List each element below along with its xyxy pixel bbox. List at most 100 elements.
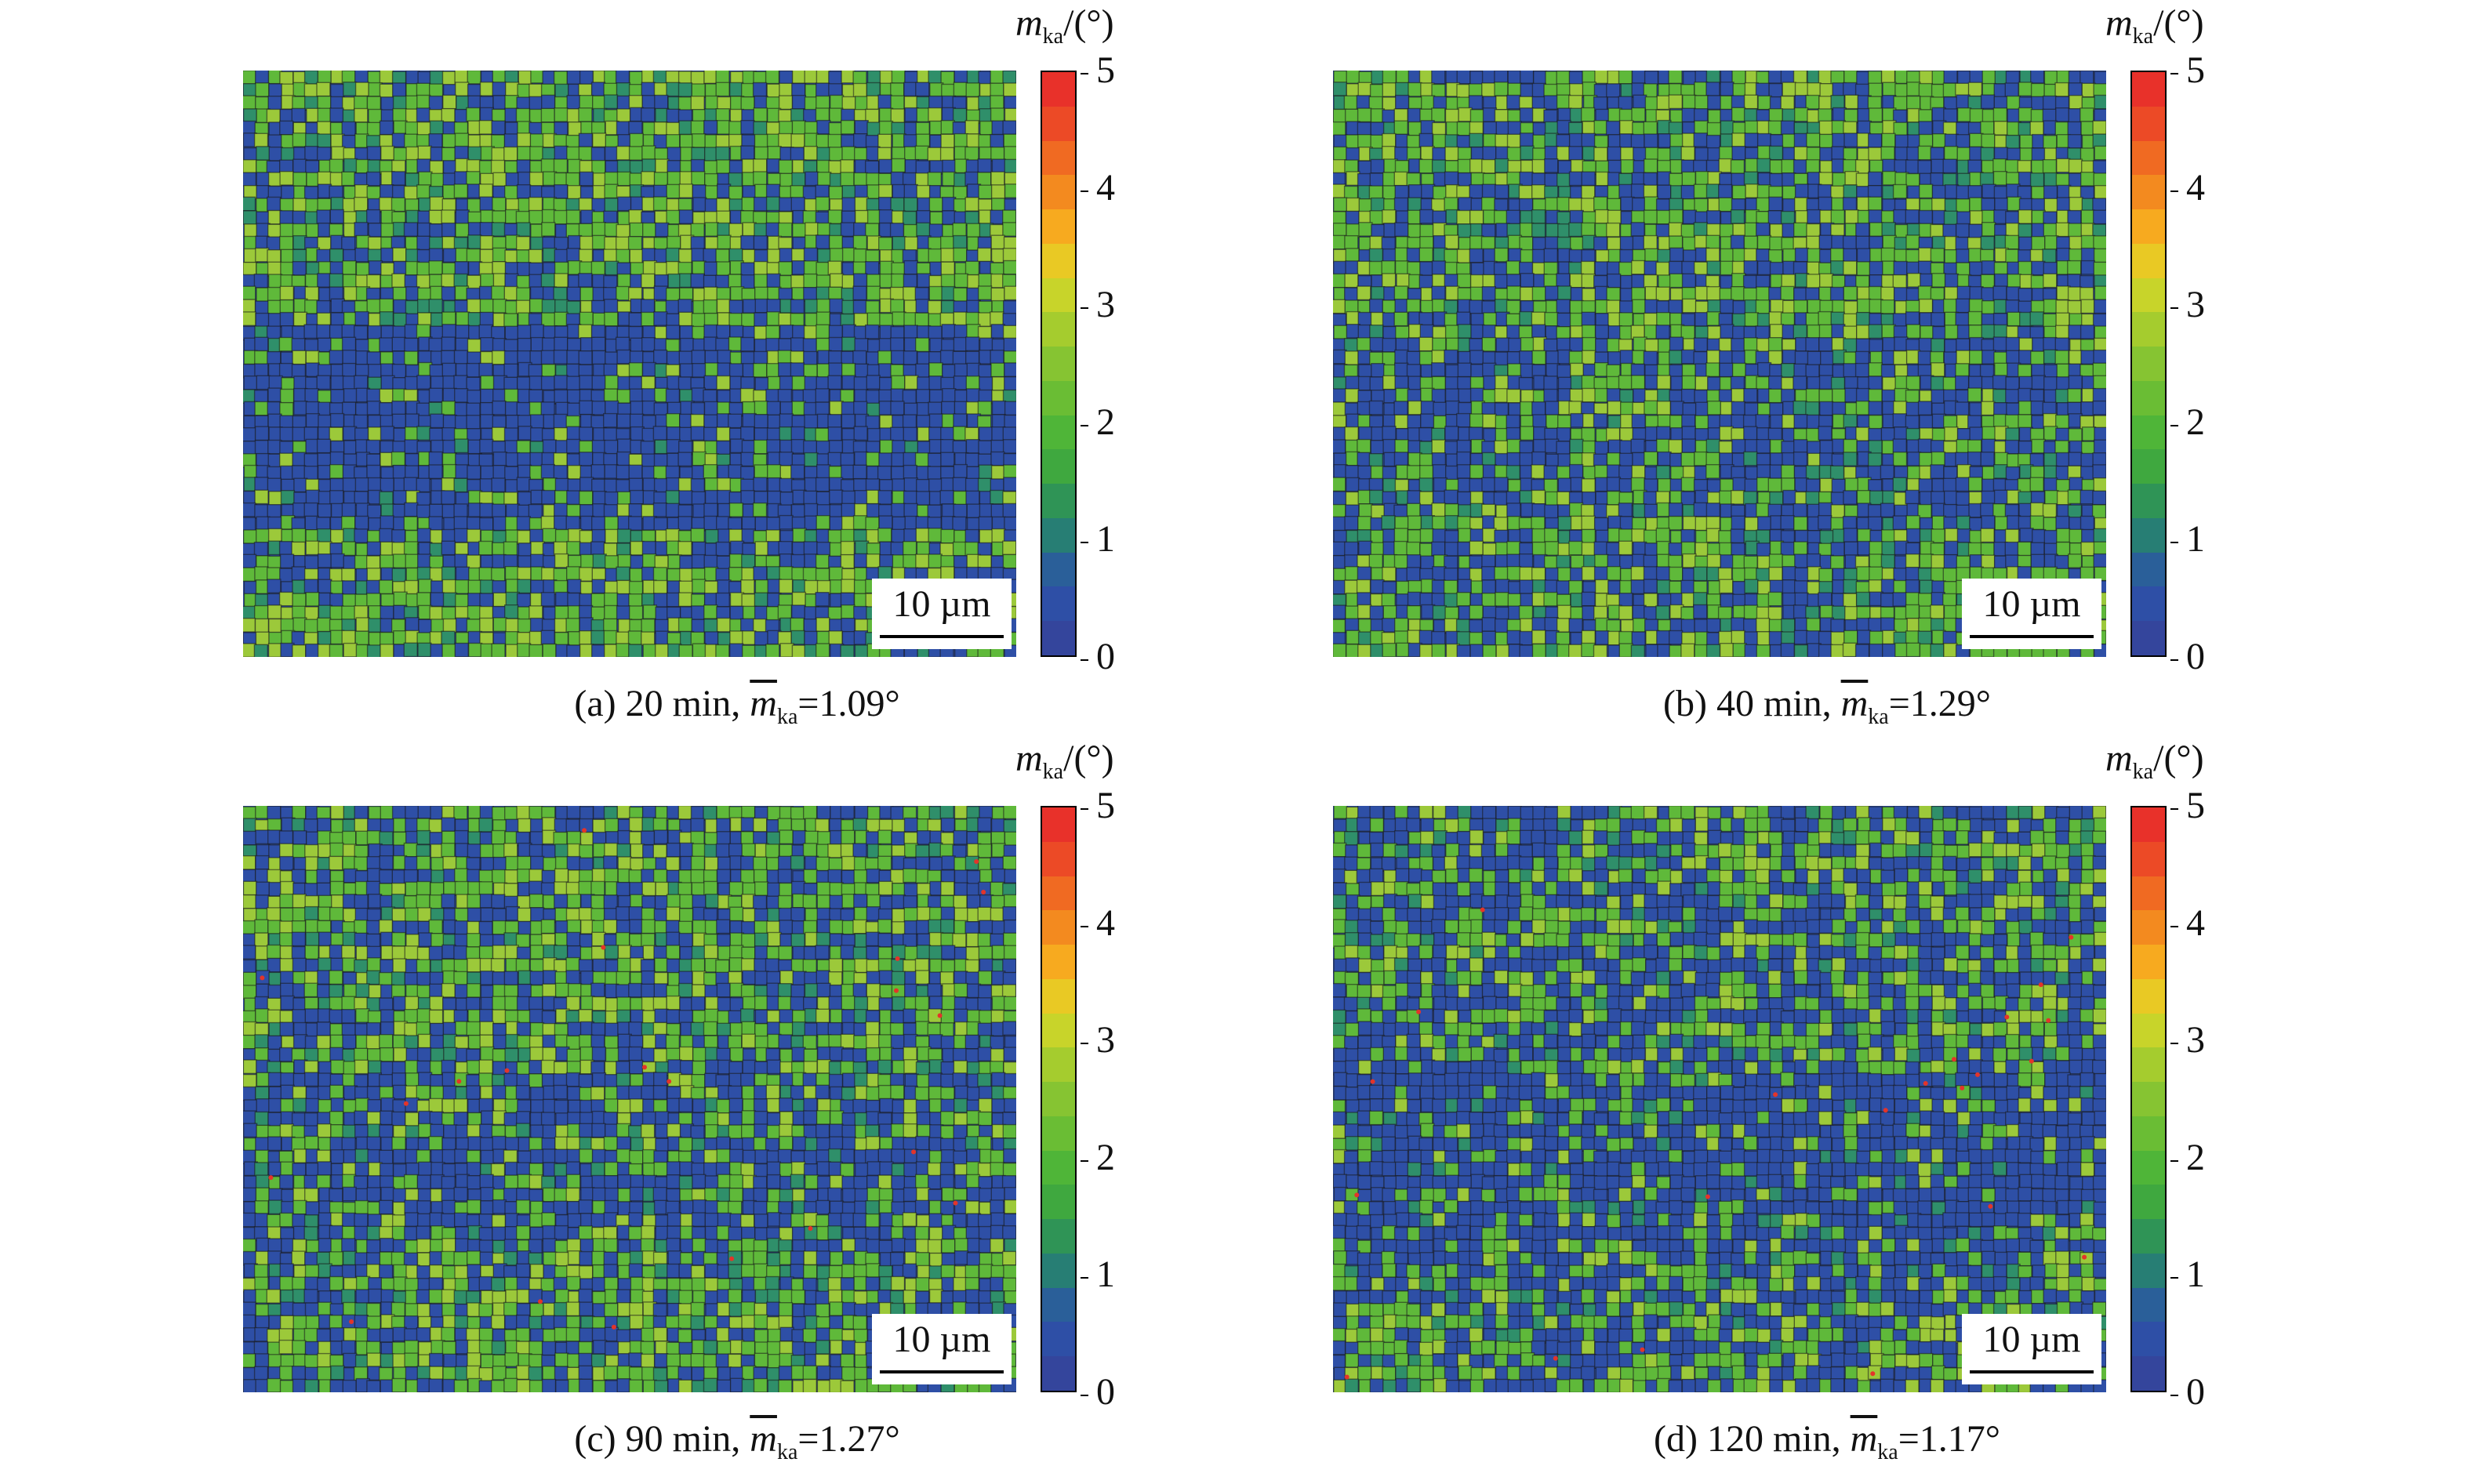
colorbar-segment [1042, 415, 1075, 450]
colorbar-tick-label: 4 [1081, 168, 1151, 208]
panel-b: 10 µm mka/(°) 5 4 3 2 1 0 (b) 40 min, mka=1.29° [1333, 0, 2431, 741]
colorbar-tick-label: 4 [2170, 168, 2241, 208]
colorbar-tick-label: 0 [1081, 637, 1151, 677]
colorbar-segment [2132, 1082, 2165, 1116]
scale-bar: 10 µm [872, 579, 1012, 649]
colorbar-segment [1042, 807, 1075, 842]
colorbar-tick-label: 3 [1081, 1021, 1151, 1060]
panel-caption: (d) 120 min, mka=1.17° [1653, 1418, 2000, 1464]
colorbar-tick-label: 3 [2170, 285, 2241, 325]
colorbar-segment [1042, 347, 1075, 381]
scale-bar-label: 10 µm [1982, 1319, 2081, 1360]
colorbar-tick-label: 2 [2170, 1137, 2241, 1177]
panel-a: 10 µm mka/(°) 5 4 3 2 1 0 (a) 20 min, mka=1.09° [243, 0, 1341, 741]
colorbar-tick-label: 3 [1081, 285, 1151, 325]
colorbar-segment [1042, 106, 1075, 141]
colorbar-segment [2132, 312, 2165, 347]
colorbar-segment [1042, 72, 1075, 107]
kam-texture [1333, 806, 2106, 1392]
panel-caption: (c) 90 min, mka=1.27° [574, 1418, 900, 1464]
colorbar-ticks: 5 4 3 2 1 0 [2170, 786, 2241, 1412]
panel-c: 10 µm mka/(°) 5 4 3 2 1 0 (c) 90 min, mka=1.27° [243, 735, 1341, 1476]
colorbar-tick-label: 0 [2170, 637, 2241, 677]
colorbar-tick-label: 5 [1081, 786, 1151, 825]
colorbar-segment [1042, 380, 1075, 415]
colorbar-segment [1042, 552, 1075, 587]
colorbar-tick-label: 0 [1081, 1373, 1151, 1412]
colorbar-segment [2132, 347, 2165, 381]
colorbar-segment [2132, 140, 2165, 176]
colorbar-segment [2132, 1219, 2165, 1254]
colorbar-tick-label: 1 [2170, 520, 2241, 559]
colorbar-tick-label: 1 [1081, 1255, 1151, 1294]
colorbar-tick-label: 5 [1081, 51, 1151, 90]
colorbar-segment [1042, 1013, 1075, 1048]
colorbar-tick-label: 2 [2170, 402, 2241, 442]
scale-bar-line [880, 635, 1004, 638]
colorbar-segment [1042, 1287, 1075, 1323]
scale-bar-line [1970, 1370, 2094, 1373]
kam-map: 10 µm [243, 806, 1016, 1392]
colorbar-segment [2132, 415, 2165, 450]
colorbar-segment [2132, 1013, 2165, 1048]
colorbar [1041, 71, 1077, 657]
scale-bar: 10 µm [1962, 579, 2101, 649]
colorbar-segment [2132, 1253, 2165, 1288]
colorbar-segment [2132, 278, 2165, 313]
colorbar-tick-label: 0 [2170, 1373, 2241, 1412]
colorbar-segment [1042, 312, 1075, 347]
colorbar-segment [2132, 1047, 2165, 1083]
kam-texture [243, 71, 1016, 657]
colorbar-segment [1042, 209, 1075, 244]
colorbar [1041, 806, 1077, 1392]
colorbar-segment [2132, 1116, 2165, 1151]
colorbar-ticks: 5 4 3 2 1 0 [1081, 786, 1151, 1412]
panel-caption: (a) 20 min, mka=1.09° [574, 683, 900, 729]
colorbar-title: mka/(°) [1015, 2, 1114, 49]
colorbar [2130, 806, 2167, 1392]
colorbar-segment [2132, 1322, 2165, 1357]
scale-bar-label: 10 µm [892, 1319, 991, 1360]
colorbar-segment [1042, 945, 1075, 979]
colorbar-tick-label: 2 [1081, 1137, 1151, 1177]
colorbar-segment [1042, 586, 1075, 622]
colorbar-segment [2132, 910, 2165, 945]
colorbar-segment [1042, 1185, 1075, 1220]
colorbar-segment [2132, 876, 2165, 911]
colorbar-segment [1042, 978, 1075, 1014]
colorbar-segment [1042, 517, 1075, 553]
colorbar-segment [2132, 1150, 2165, 1185]
scale-bar-line [1970, 635, 2094, 638]
colorbar-title: mka/(°) [2105, 738, 2204, 784]
colorbar-ticks: 5 4 3 2 1 0 [2170, 51, 2241, 677]
colorbar-tick-label: 4 [1081, 903, 1151, 943]
kam-map: 10 µm [243, 71, 1016, 657]
colorbar-tick-label: 1 [1081, 520, 1151, 559]
colorbar-segment [1042, 175, 1075, 210]
colorbar-segment [1042, 1047, 1075, 1083]
colorbar-tick-label: 5 [2170, 786, 2241, 825]
colorbar-segment [2132, 945, 2165, 979]
colorbar-tick-label: 3 [2170, 1021, 2241, 1060]
colorbar-segment [2132, 517, 2165, 553]
scale-bar: 10 µm [872, 1314, 1012, 1384]
colorbar-segment [2132, 978, 2165, 1014]
colorbar-segment [2132, 380, 2165, 415]
colorbar-title: mka/(°) [1015, 738, 1114, 784]
colorbar-segment [1042, 841, 1075, 876]
colorbar-segment [1042, 243, 1075, 278]
scale-bar-label: 10 µm [1982, 583, 2081, 625]
colorbar-segment [2132, 243, 2165, 278]
colorbar-segment [1042, 1253, 1075, 1288]
colorbar-segment [2132, 621, 2165, 656]
colorbar-segment [2132, 841, 2165, 876]
colorbar-segment [2132, 1185, 2165, 1220]
colorbar-segment [1042, 1116, 1075, 1151]
colorbar-segment [1042, 449, 1075, 484]
colorbar-segment [2132, 1356, 2165, 1391]
colorbar-segment [1042, 1322, 1075, 1357]
colorbar-tick-label: 1 [2170, 1255, 2241, 1294]
colorbar-segment [1042, 484, 1075, 518]
colorbar-segment [1042, 1150, 1075, 1185]
kam-texture [1333, 71, 2106, 657]
